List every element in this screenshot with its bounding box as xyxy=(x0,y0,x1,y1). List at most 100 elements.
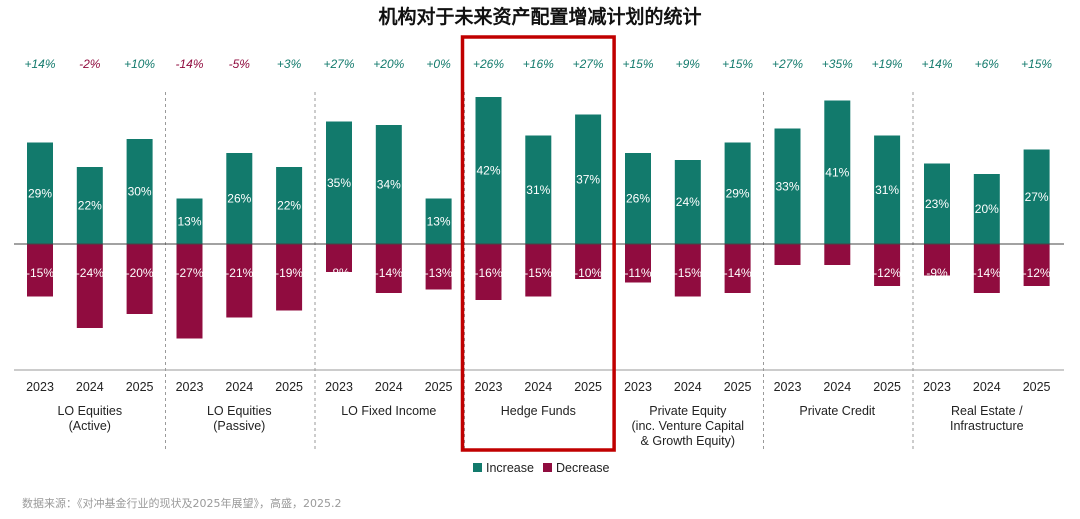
value-label-decrease: -27% xyxy=(175,266,203,280)
legend: Increase Decrease xyxy=(473,461,610,475)
group-label: & Growth Equity) xyxy=(641,434,735,448)
bar-increase-lo-fixed-income-2025 xyxy=(425,198,452,244)
group-label: Hedge Funds xyxy=(501,404,576,418)
bar-decrease-lo-fixed-income-2025 xyxy=(425,244,452,290)
value-label-increase: 34% xyxy=(377,178,401,192)
chart-title: 机构对于未来资产配置增减计划的统计 xyxy=(378,5,701,28)
year-tick-label: 2023 xyxy=(774,380,802,394)
bar-decrease-private-equity-inc-venture-capital-growth-equity-2025 xyxy=(724,244,751,293)
value-label-increase: 26% xyxy=(626,192,650,206)
value-label-decrease: -10% xyxy=(574,266,602,280)
net-change-label: +14% xyxy=(24,57,55,71)
bar-decrease-private-credit-2024 xyxy=(824,244,851,265)
bar-decrease-private-equity-inc-venture-capital-growth-equity-2023 xyxy=(625,244,651,283)
bar-decrease-hedge-funds-2025 xyxy=(575,244,602,279)
bar-decrease-lo-equities-active-2023 xyxy=(27,244,53,297)
bar-increase-private-credit-2025 xyxy=(874,135,901,244)
bar-decrease-lo-equities-passive-2024 xyxy=(226,244,253,318)
net-change-label: +27% xyxy=(772,57,803,71)
bar-decrease-real-estate-infrastructure-2023 xyxy=(924,244,950,276)
group-label: Infrastructure xyxy=(950,419,1024,433)
group-label: LO Equities xyxy=(207,404,272,418)
year-tick-label: 2024 xyxy=(375,380,403,394)
value-label-increase: 29% xyxy=(726,186,750,200)
value-label-increase: 22% xyxy=(78,199,102,213)
value-label-decrease: -19% xyxy=(275,266,303,280)
bar-increase-private-equity-inc-venture-capital-growth-equity-2023 xyxy=(625,153,651,244)
legend-decrease-swatch xyxy=(543,463,552,472)
net-change-label: +35% xyxy=(822,57,853,71)
value-label-increase: 31% xyxy=(526,183,550,197)
value-label-increase: 13% xyxy=(427,214,451,228)
net-change-label: +15% xyxy=(622,57,653,71)
group-label: (Passive) xyxy=(213,419,265,433)
value-label-increase: 22% xyxy=(277,199,301,213)
bar-increase-lo-equities-active-2025 xyxy=(126,139,153,244)
value-label-increase: 20% xyxy=(975,202,999,216)
year-tick-label: 2025 xyxy=(873,380,901,394)
year-tick-label: 2024 xyxy=(76,380,104,394)
group-label: Private Equity xyxy=(649,404,727,418)
bar-increase-real-estate-infrastructure-2023 xyxy=(924,163,950,244)
bar-increase-lo-equities-passive-2024 xyxy=(226,153,253,244)
bars xyxy=(27,97,1050,339)
net-change-label: +9% xyxy=(676,57,701,71)
group-label: Real Estate / xyxy=(951,404,1023,418)
bar-increase-private-equity-inc-venture-capital-growth-equity-2024 xyxy=(674,160,701,244)
year-tick-label: 2023 xyxy=(923,380,951,394)
value-label-decrease: -15% xyxy=(26,266,54,280)
year-tick-label: 2025 xyxy=(1023,380,1051,394)
group-label: LO Equities xyxy=(57,404,122,418)
net-change-label: +0% xyxy=(426,57,451,71)
year-tick-label: 2024 xyxy=(973,380,1001,394)
value-label-increase: 13% xyxy=(177,214,201,228)
bar-decrease-lo-fixed-income-2024 xyxy=(375,244,402,293)
bar-decrease-private-credit-2023 xyxy=(774,244,801,265)
value-label-increase: 23% xyxy=(925,197,949,211)
value-label-increase: 33% xyxy=(775,179,799,193)
group-label: LO Fixed Income xyxy=(341,404,436,418)
legend-increase-swatch xyxy=(473,463,482,472)
year-tick-label: 2025 xyxy=(425,380,453,394)
net-change-label: -14% xyxy=(175,57,203,71)
year-tick-label: 2024 xyxy=(524,380,552,394)
value-label-increase: 24% xyxy=(676,195,700,209)
value-label-decrease: -6% xyxy=(777,266,799,280)
group-label: Private Credit xyxy=(799,404,875,418)
bar-decrease-hedge-funds-2023 xyxy=(475,244,502,300)
bar-decrease-lo-fixed-income-2023 xyxy=(326,244,352,272)
value-label-increase: 37% xyxy=(576,172,600,186)
value-label-increase: 27% xyxy=(1025,190,1049,204)
year-tick-label: 2023 xyxy=(176,380,204,394)
year-tick-label: 2024 xyxy=(674,380,702,394)
value-label-increase: 41% xyxy=(825,165,849,179)
bar-decrease-real-estate-infrastructure-2024 xyxy=(973,244,1000,293)
value-label-increase: 31% xyxy=(875,183,899,197)
bar-increase-private-equity-inc-venture-capital-growth-equity-2025 xyxy=(724,142,751,244)
net-change-label: -2% xyxy=(79,57,101,71)
bar-increase-lo-equities-active-2023 xyxy=(27,142,53,244)
value-label-decrease: -6% xyxy=(827,266,849,280)
bar-decrease-private-credit-2025 xyxy=(874,244,901,286)
value-label-increase: 26% xyxy=(227,192,251,206)
bar-increase-lo-equities-passive-2023 xyxy=(176,198,203,244)
bar-increase-lo-equities-active-2024 xyxy=(76,167,103,244)
bar-decrease-lo-equities-active-2025 xyxy=(126,244,153,314)
legend-decrease-label: Decrease xyxy=(556,461,610,475)
year-tick-label: 2025 xyxy=(275,380,303,394)
net-change-label: +16% xyxy=(523,57,554,71)
net-change-label: +6% xyxy=(975,57,1000,71)
value-label-decrease: -8% xyxy=(328,266,350,280)
value-label-decrease: -24% xyxy=(76,266,104,280)
bar-decrease-lo-equities-passive-2025 xyxy=(276,244,303,311)
net-change-label: +14% xyxy=(921,57,952,71)
net-change-label: +27% xyxy=(323,57,354,71)
value-label-decrease: -16% xyxy=(474,266,502,280)
value-label-decrease: -12% xyxy=(873,266,901,280)
value-label-decrease: -11% xyxy=(624,266,651,280)
year-tick-label: 2025 xyxy=(724,380,752,394)
year-tick-label: 2023 xyxy=(475,380,503,394)
value-label-decrease: -21% xyxy=(225,266,253,280)
group-label: (inc. Venture Capital xyxy=(632,419,745,433)
